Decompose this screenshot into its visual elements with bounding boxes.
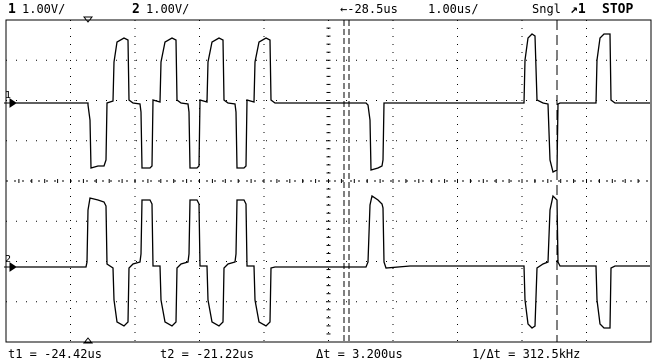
ch1-ground-label: 1 — [5, 90, 11, 101]
trigger-source: ↗1 — [570, 2, 586, 17]
status-header: 1 1.00V/ 2 1.00V/ ←-28.5us 1.00us/ Sngl … — [8, 2, 633, 17]
t1-readout: t1 = -24.42us — [8, 347, 102, 361]
ch2-ground-arrow-icon — [4, 262, 17, 272]
ch1-trace — [16, 33, 650, 173]
run-state: STOP — [602, 2, 633, 17]
ch2-ground-label: 2 — [5, 254, 11, 265]
ch1-scale: 1.00V/ — [22, 2, 65, 16]
ch2-scale: 1.00V/ — [146, 2, 189, 16]
cursor-measurements: t1 = -24.42us t2 = -21.22us Δt = 3.200us… — [8, 347, 580, 361]
ch2-number: 2 — [132, 2, 140, 17]
ch2-trace — [16, 194, 650, 329]
ch1-number: 1 — [8, 2, 16, 17]
timebase-delay: ←-28.5us — [340, 2, 398, 16]
timebase-scale: 1.00us/ — [428, 2, 479, 16]
delta-t-readout: Δt = 3.200us — [316, 347, 403, 361]
acquisition-mode: Sngl — [532, 2, 561, 16]
ch2-ground-marker: 2 — [4, 254, 17, 272]
trigger-position-marker-bottom — [82, 337, 94, 344]
graticule — [5, 19, 652, 343]
inverse-delta-t-readout: 1/Δt = 312.5kHz — [472, 347, 580, 361]
ch1-ground-marker: 1 — [4, 90, 17, 108]
ch1-ground-arrow-icon — [4, 98, 17, 108]
t2-readout: t2 = -21.22us — [160, 347, 254, 361]
